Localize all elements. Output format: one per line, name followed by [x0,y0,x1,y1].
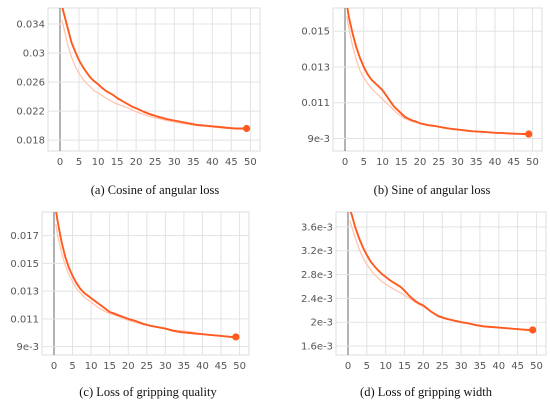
y-tick-label: 0.034 [16,19,45,30]
y-tick-label: 2e-3 [311,318,334,329]
series-line-smoothed-d [349,212,534,331]
y-tick-label: 1.6e-3 [301,342,333,353]
x-tick-label: 20 [130,157,143,168]
endpoint-marker-a [242,124,251,133]
endpoint-marker-b [525,130,533,138]
caption-a: (a) Cosine of angular loss [91,183,220,197]
y-tick-label: 0.022 [16,107,45,118]
x-tick-label: 35 [470,157,483,168]
y-tick-label: 0.03 [23,49,45,60]
x-tick-label: 0 [345,361,351,372]
plot-area-d [335,211,547,356]
x-tick-label: 20 [417,361,430,372]
x-tick-label: 40 [492,361,505,372]
x-tick-label: 5 [361,157,367,168]
x-tick-label: 20 [414,157,427,168]
x-tick-label: 30 [455,361,468,372]
x-tick-label: 10 [379,361,392,372]
x-tick-label: 30 [168,157,181,168]
x-tick-label: 5 [364,361,370,372]
x-tick-label: 35 [178,361,191,372]
x-tick-label: 45 [215,361,228,372]
x-tick-label: 45 [225,157,238,168]
series-line-raw-a [61,19,244,130]
panel-b: (b) Sine of angular loss 0 5 10 15 20 25 30 35 4… [301,7,543,197]
y-tick-label: 2.4e-3 [301,294,333,305]
x-tick-label: 30 [451,157,464,168]
y-tick-label: 3.2e-3 [301,246,333,257]
series-line-smoothed-b [346,8,530,135]
x-tick-label: 25 [140,361,153,372]
x-tick-label: 15 [111,157,124,168]
x-tick-label: 40 [206,157,219,168]
plot-area-a [47,7,261,152]
y-tick-label: 2.8e-3 [301,270,333,281]
x-tick-label: 0 [342,157,348,168]
x-tick-label: 20 [122,361,135,372]
x-tick-label: 25 [149,157,162,168]
x-tick-label: 50 [530,361,543,372]
y-tick-label: 0.015 [10,259,39,270]
y-tick-label: 9e-3 [308,134,331,145]
caption-c: (c) Loss of gripping quality [79,385,217,399]
x-tick-label: 5 [76,157,82,168]
x-tick-label: 25 [432,157,445,168]
x-tick-label: 15 [395,157,408,168]
x-tick-label: 35 [187,157,200,168]
endpoint-marker-d [529,326,537,334]
panel-c: (c) Loss of gripping quality 0 5 10 15 20 25 3… [10,211,250,399]
x-tick-label: 50 [244,157,257,168]
y-tick-label: 0.013 [10,287,39,298]
y-tick-label: 3.6e-3 [301,222,333,233]
y-tick-label: 0.026 [16,78,45,89]
x-tick-label: 45 [511,361,524,372]
y-tick-label: 0.011 [301,98,330,109]
x-tick-label: 40 [196,361,209,372]
x-tick-label: 25 [436,361,449,372]
y-tick-label: 0.013 [301,62,330,73]
x-tick-label: 10 [92,157,105,168]
series-line-raw-c [55,223,233,338]
y-tick-label: 0.018 [16,136,45,147]
panel-d: (d) Loss of gripping width 0 5 10 15 20 25 30 3… [301,211,547,399]
x-tick-label: 10 [85,361,98,372]
x-tick-label: 15 [103,361,116,372]
x-tick-label: 40 [489,157,502,168]
x-tick-label: 0 [57,157,63,168]
series-line-smoothed-c [55,212,237,338]
x-tick-label: 30 [159,361,172,372]
panel-a: (a) Cosine of angular loss 0 5 10 15 20 25 30 3… [16,7,261,197]
x-tick-label: 45 [507,157,520,168]
x-tick-label: 0 [51,361,57,372]
x-tick-label: 35 [474,361,487,372]
x-tick-label: 50 [233,361,246,372]
endpoint-marker-c [232,333,240,341]
caption-b: (b) Sine of angular loss [374,183,491,197]
caption-d: (d) Loss of gripping width [360,385,493,399]
y-tick-label: 0.011 [10,314,39,325]
series-line-smoothed-a [61,8,248,130]
x-tick-label: 10 [376,157,389,168]
y-tick-label: 0.015 [301,27,330,38]
x-tick-label: 50 [526,157,539,168]
y-tick-label: 9e-3 [17,342,40,353]
y-tick-label: 0.017 [10,231,39,242]
x-tick-label: 5 [69,361,75,372]
x-tick-label: 15 [398,361,411,372]
